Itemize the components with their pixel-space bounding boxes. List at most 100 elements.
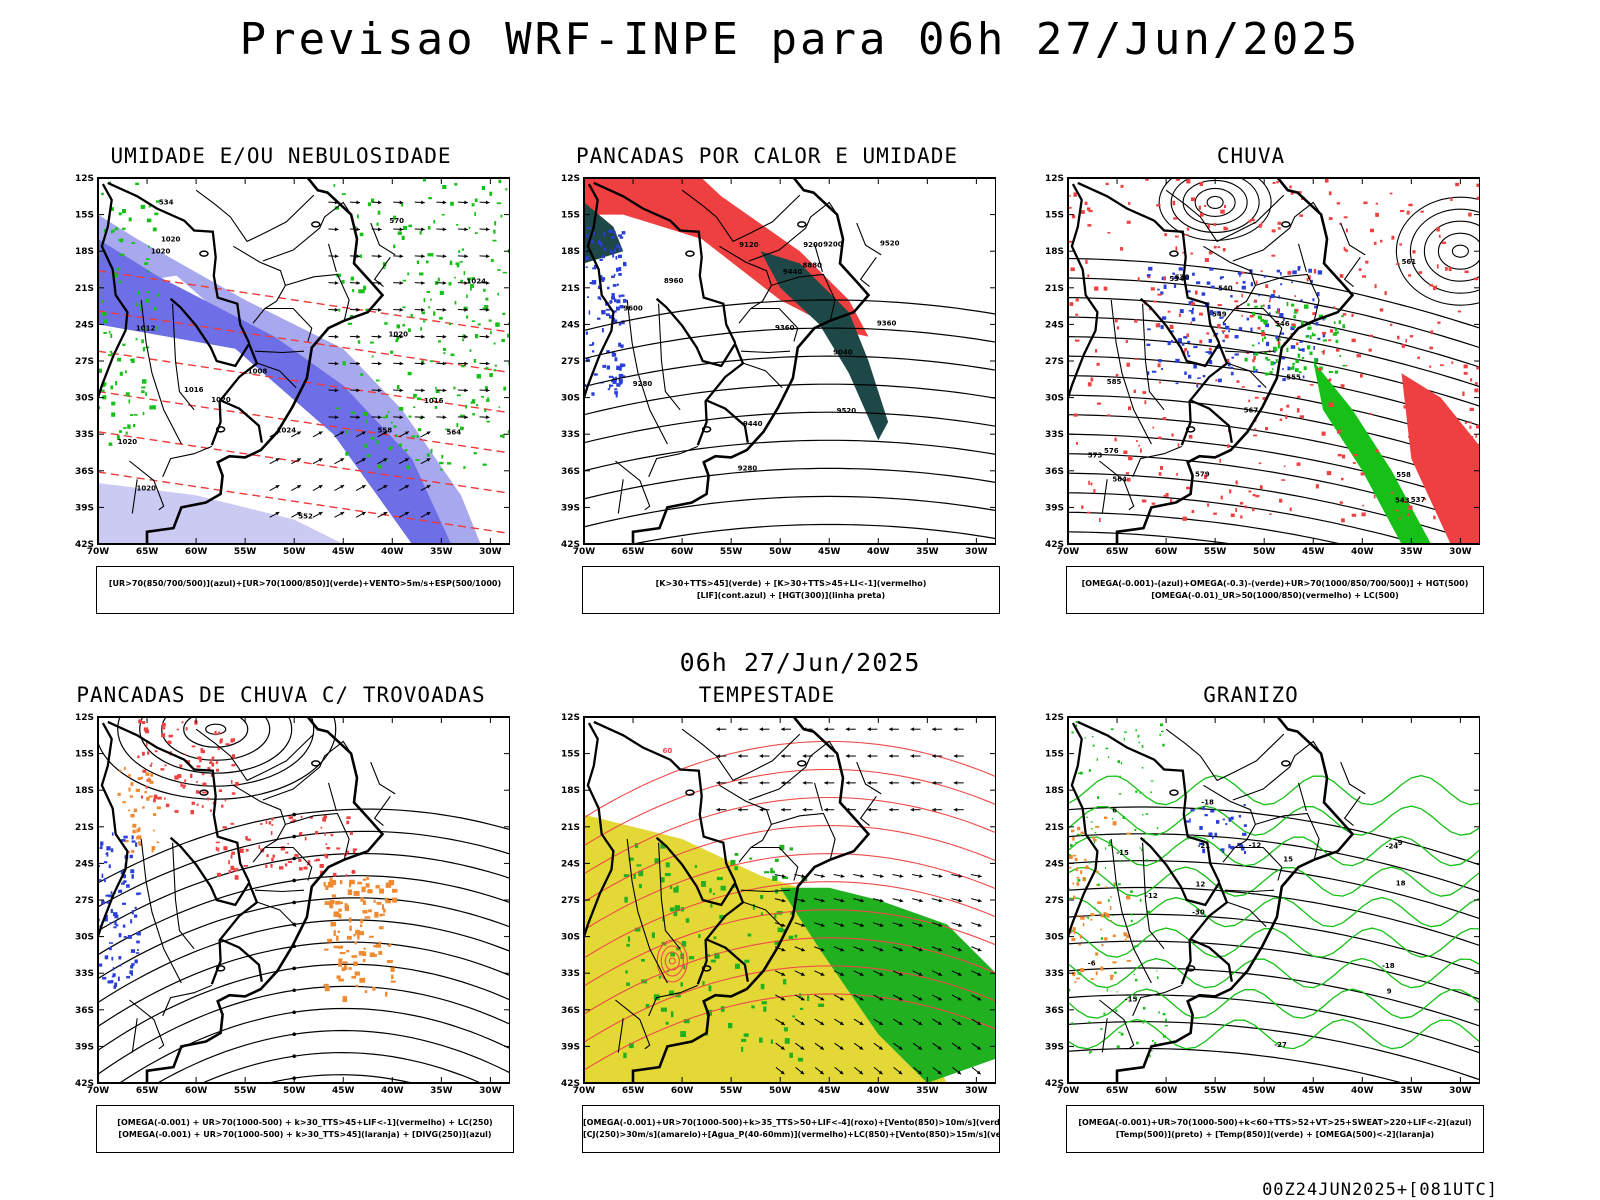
lon-tick-label: 60W [1155, 1086, 1178, 1096]
legend-line: [OMEGA(-0.001)-(azul)+OMEGA(-0.3)-(verde… [1081, 579, 1469, 588]
lon-tick-label: 50W [283, 1086, 306, 1096]
contour-label: 9200 [803, 241, 823, 249]
lat-tick-label: 18S [75, 786, 94, 796]
contour-label: 1020 [118, 438, 138, 446]
legend-line: [LIF](cont.azul) + [HGT(300)](linha pret… [696, 591, 886, 600]
contour-label: 585 [1107, 378, 1122, 386]
lat-tick-label: 36S [75, 467, 94, 477]
lon-tick-label: 65W [622, 1086, 645, 1096]
contour-label: 567 [1244, 406, 1259, 414]
legend-line: [K>30+TTS>45](verde) + [K>30+TTS>45+LI<-… [655, 579, 927, 588]
lat-tick-label: 30S [561, 394, 580, 404]
contour-label: 9200 [823, 241, 843, 249]
contour-label: 576 [1104, 447, 1119, 455]
contour-label: 558 [378, 426, 393, 434]
lat-tick-label: 12S [75, 174, 94, 184]
contour-label: 564 [1112, 476, 1127, 484]
contour-label: -30 [1192, 909, 1205, 917]
legend-line: [Temp(500)](preto) + [Temp(850)](verde) … [1115, 1130, 1435, 1139]
contour-label: 9 [1387, 987, 1392, 995]
lat-tick-label: 21S [1045, 823, 1064, 833]
contour-labels: 573 570 567 564 561 558 555 549 546 543 540 537 534 5… [1088, 258, 1426, 505]
lat-tick-label: 42S [75, 540, 94, 550]
lat-tick-label: 15S [561, 211, 580, 221]
lon-tick-label: 45W [818, 547, 841, 557]
lat-tick-label: 33S [75, 969, 94, 979]
lon-tick-label: 30W [1449, 1086, 1472, 1096]
panel-granizo: GRANIZO -6 -9 -12 -15 -18 -21 -24 -27 -30 12 15 18 9 6… [1016, 683, 1486, 1163]
lat-tick-label: 39S [1045, 503, 1064, 513]
lon-tick-label: 35W [1400, 547, 1423, 557]
lon-tick-label: 45W [332, 1086, 355, 1096]
contour-label: 12 [1195, 880, 1205, 888]
map-pancadas_calor: 9600 9520 9440 9360 9280 9200 9120 9040 8960 8880… [561, 174, 996, 557]
panel-legend: [OMEGA(-0.001)+UR>70(1000-500)+k>35_TTS>… [582, 1105, 1000, 1153]
lat-tick-label: 33S [1045, 430, 1064, 440]
contour-label: 1016 [184, 386, 204, 394]
lat-tick-label: 18S [561, 247, 580, 257]
lon-tick-label: 50W [769, 547, 792, 557]
lon-tick-label: 30W [479, 547, 502, 557]
legend-line: [UR>70(850/700/500)](azul)+[UR>70(1000/8… [108, 579, 502, 588]
lon-tick-label: 50W [1253, 547, 1276, 557]
lon-tick-label: 60W [1155, 547, 1178, 557]
lat-tick-label: 30S [75, 394, 94, 404]
secondary-title: 06h 27/Jun/2025 [679, 648, 921, 677]
lat-tick-label: 12S [561, 174, 580, 184]
lon-tick-label: 55W [234, 547, 257, 557]
lon-tick-label: 40W [1351, 547, 1374, 557]
lat-tick-label: 12S [561, 713, 580, 723]
legend-line: [OMEGA(-0.001)+UR>70(1000-500)+k<60+TTS>… [1078, 1118, 1472, 1127]
contour-label: 573 [1088, 451, 1103, 459]
panel-umidade: UMIDADE E/OU NEBULOSIDADE 1020 1016 1016 102… [46, 144, 516, 624]
lon-tick-label: 70W [573, 547, 596, 557]
lat-tick-label: 27S [561, 896, 580, 906]
lon-tick-label: 70W [1057, 1086, 1080, 1096]
lat-tick-label: 36S [561, 467, 580, 477]
lon-tick-label: 45W [818, 1086, 841, 1096]
lat-tick-label: 21S [1045, 284, 1064, 294]
lat-tick-label: 36S [1045, 467, 1064, 477]
lat-tick-label: 30S [1045, 394, 1064, 404]
contour-labels: -6 -9 -12 -15 -18 -21 -24 -27 -30 12 15 18 9 6 -12 -15 -… [1088, 799, 1406, 1049]
contour-label: 1020 [161, 236, 181, 244]
panel-legend: [OMEGA(-0.001)+UR>70(1000-500)+k<60+TTS>… [1066, 1105, 1484, 1153]
panel-title: TEMPESTADE [698, 683, 836, 707]
lon-tick-label: 55W [720, 1086, 743, 1096]
contour-label: 1012 [136, 324, 156, 332]
lon-tick-label: 60W [185, 1086, 208, 1096]
contour-label: 9280 [738, 464, 758, 472]
contour-label: 549 [1212, 311, 1227, 319]
panel-chuva: CHUVA 573 570 567 564 561 558 555 549 546 543 540 53… [1016, 144, 1486, 624]
lon-tick-label: 65W [622, 547, 645, 557]
contour-label: -18 [1382, 962, 1395, 970]
page-title: Previsao WRF-INPE para 06h 27/Jun/2025 [239, 14, 1361, 65]
contour-label: 9280 [633, 380, 653, 388]
lon-tick-label: 30W [1449, 547, 1472, 557]
lon-tick-label: 40W [867, 547, 890, 557]
contour-label: -27 [1274, 1041, 1287, 1049]
contour-label: 564 [446, 429, 461, 437]
lat-tick-label: 30S [1045, 933, 1064, 943]
contour-label: -12 [1249, 841, 1262, 849]
lon-tick-label: 60W [185, 547, 208, 557]
lon-tick-label: 45W [332, 547, 355, 557]
lon-tick-label: 35W [1400, 1086, 1423, 1096]
map-umidade: 1020 1016 1016 1024 1020 1020 1024 1020 1020 1012… [75, 174, 510, 557]
panel-legend: [K>30+TTS>45](verde) + [K>30+TTS>45+LI<-… [582, 566, 1000, 614]
lat-tick-label: 21S [75, 284, 94, 294]
panel-legend: [UR>70(850/700/500)](azul)+[UR>70(1000/8… [96, 566, 514, 614]
lat-tick-label: 39S [75, 503, 94, 513]
lat-tick-label: 18S [1045, 247, 1064, 257]
lon-tick-label: 50W [769, 1086, 792, 1096]
lat-tick-label: 15S [75, 211, 94, 221]
map-granizo: -6 -9 -12 -15 -18 -21 -24 -27 -30 12 15 18 9 6 -12 -15 -… [1045, 713, 1480, 1096]
lat-tick-label: 27S [561, 357, 580, 367]
contour-label: 9440 [783, 268, 803, 276]
lat-tick-label: 42S [561, 1079, 580, 1089]
lat-tick-label: 42S [561, 540, 580, 550]
contour-label: -21 [1197, 842, 1210, 850]
